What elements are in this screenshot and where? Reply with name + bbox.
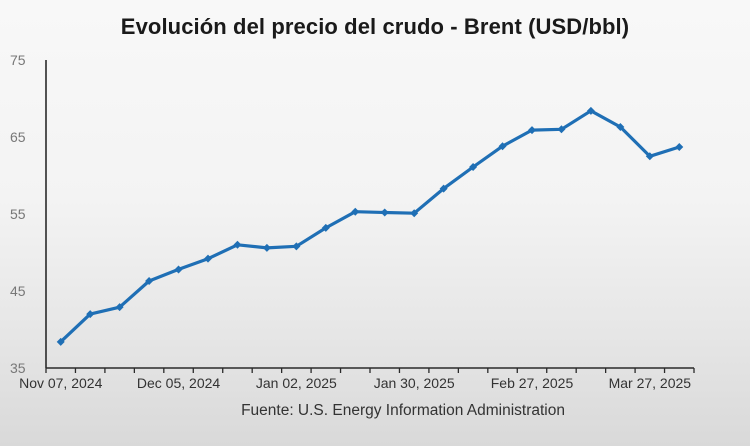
y-tick-label: 45 <box>10 283 26 299</box>
data-point-marker <box>528 126 536 135</box>
data-point-marker <box>233 240 242 249</box>
data-point-marker <box>616 122 625 131</box>
data-point-marker <box>145 276 154 285</box>
data-point-marker <box>262 243 271 252</box>
data-point-marker <box>292 242 301 251</box>
y-tick-label: 35 <box>10 360 26 376</box>
x-tick-label: Jan 02, 2025 <box>256 375 337 391</box>
x-tick-label: Mar 27, 2025 <box>609 375 692 391</box>
data-point-marker <box>174 265 183 274</box>
data-series <box>56 106 684 346</box>
data-point-marker <box>439 184 448 193</box>
data-point-marker <box>115 303 124 312</box>
data-point-marker <box>645 152 654 161</box>
x-tick-label: Dec 05, 2024 <box>137 375 220 391</box>
data-point-marker <box>204 254 212 263</box>
data-point-marker <box>469 163 478 172</box>
y-tick-label: 75 <box>10 52 26 68</box>
data-point-marker <box>675 143 684 152</box>
data-point-marker <box>410 209 419 218</box>
chart-title: Evolución del precio del crudo - Brent (… <box>120 14 630 39</box>
y-axis: 35 45 55 65 75 <box>10 52 47 376</box>
series-line <box>59 109 680 343</box>
data-point-marker <box>56 337 65 346</box>
y-tick-label: 65 <box>10 129 26 145</box>
data-point-marker <box>586 106 595 115</box>
y-tick-label: 55 <box>10 206 26 222</box>
x-axis: Nov 07, 2024 Dec 05, 2024 Jan 02, 2025 Jan … <box>19 367 695 391</box>
x-tick-label: Nov 07, 2024 <box>19 375 102 391</box>
data-point-marker <box>498 142 507 151</box>
x-tick-label: Feb 27, 2025 <box>491 375 574 391</box>
data-point-marker <box>321 223 330 232</box>
data-point-marker <box>351 207 360 216</box>
source-note: Fuente: U.S. Energy Information Administ… <box>241 402 565 419</box>
x-tick-label: Jan 30, 2025 <box>374 375 455 391</box>
data-point-marker <box>380 208 389 217</box>
data-point-marker <box>86 310 95 319</box>
data-point-marker <box>557 125 566 134</box>
